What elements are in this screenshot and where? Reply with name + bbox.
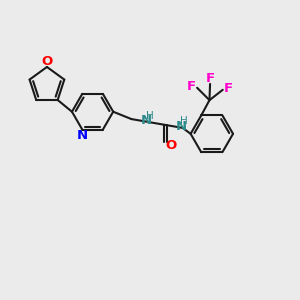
Text: F: F (206, 72, 215, 85)
Text: N: N (176, 120, 187, 133)
Text: N: N (141, 114, 152, 127)
Text: O: O (166, 139, 177, 152)
Text: O: O (41, 55, 52, 68)
Text: H: H (146, 110, 153, 121)
Text: F: F (224, 82, 233, 94)
Text: N: N (77, 129, 88, 142)
Text: F: F (187, 80, 196, 92)
Text: H: H (180, 116, 188, 126)
